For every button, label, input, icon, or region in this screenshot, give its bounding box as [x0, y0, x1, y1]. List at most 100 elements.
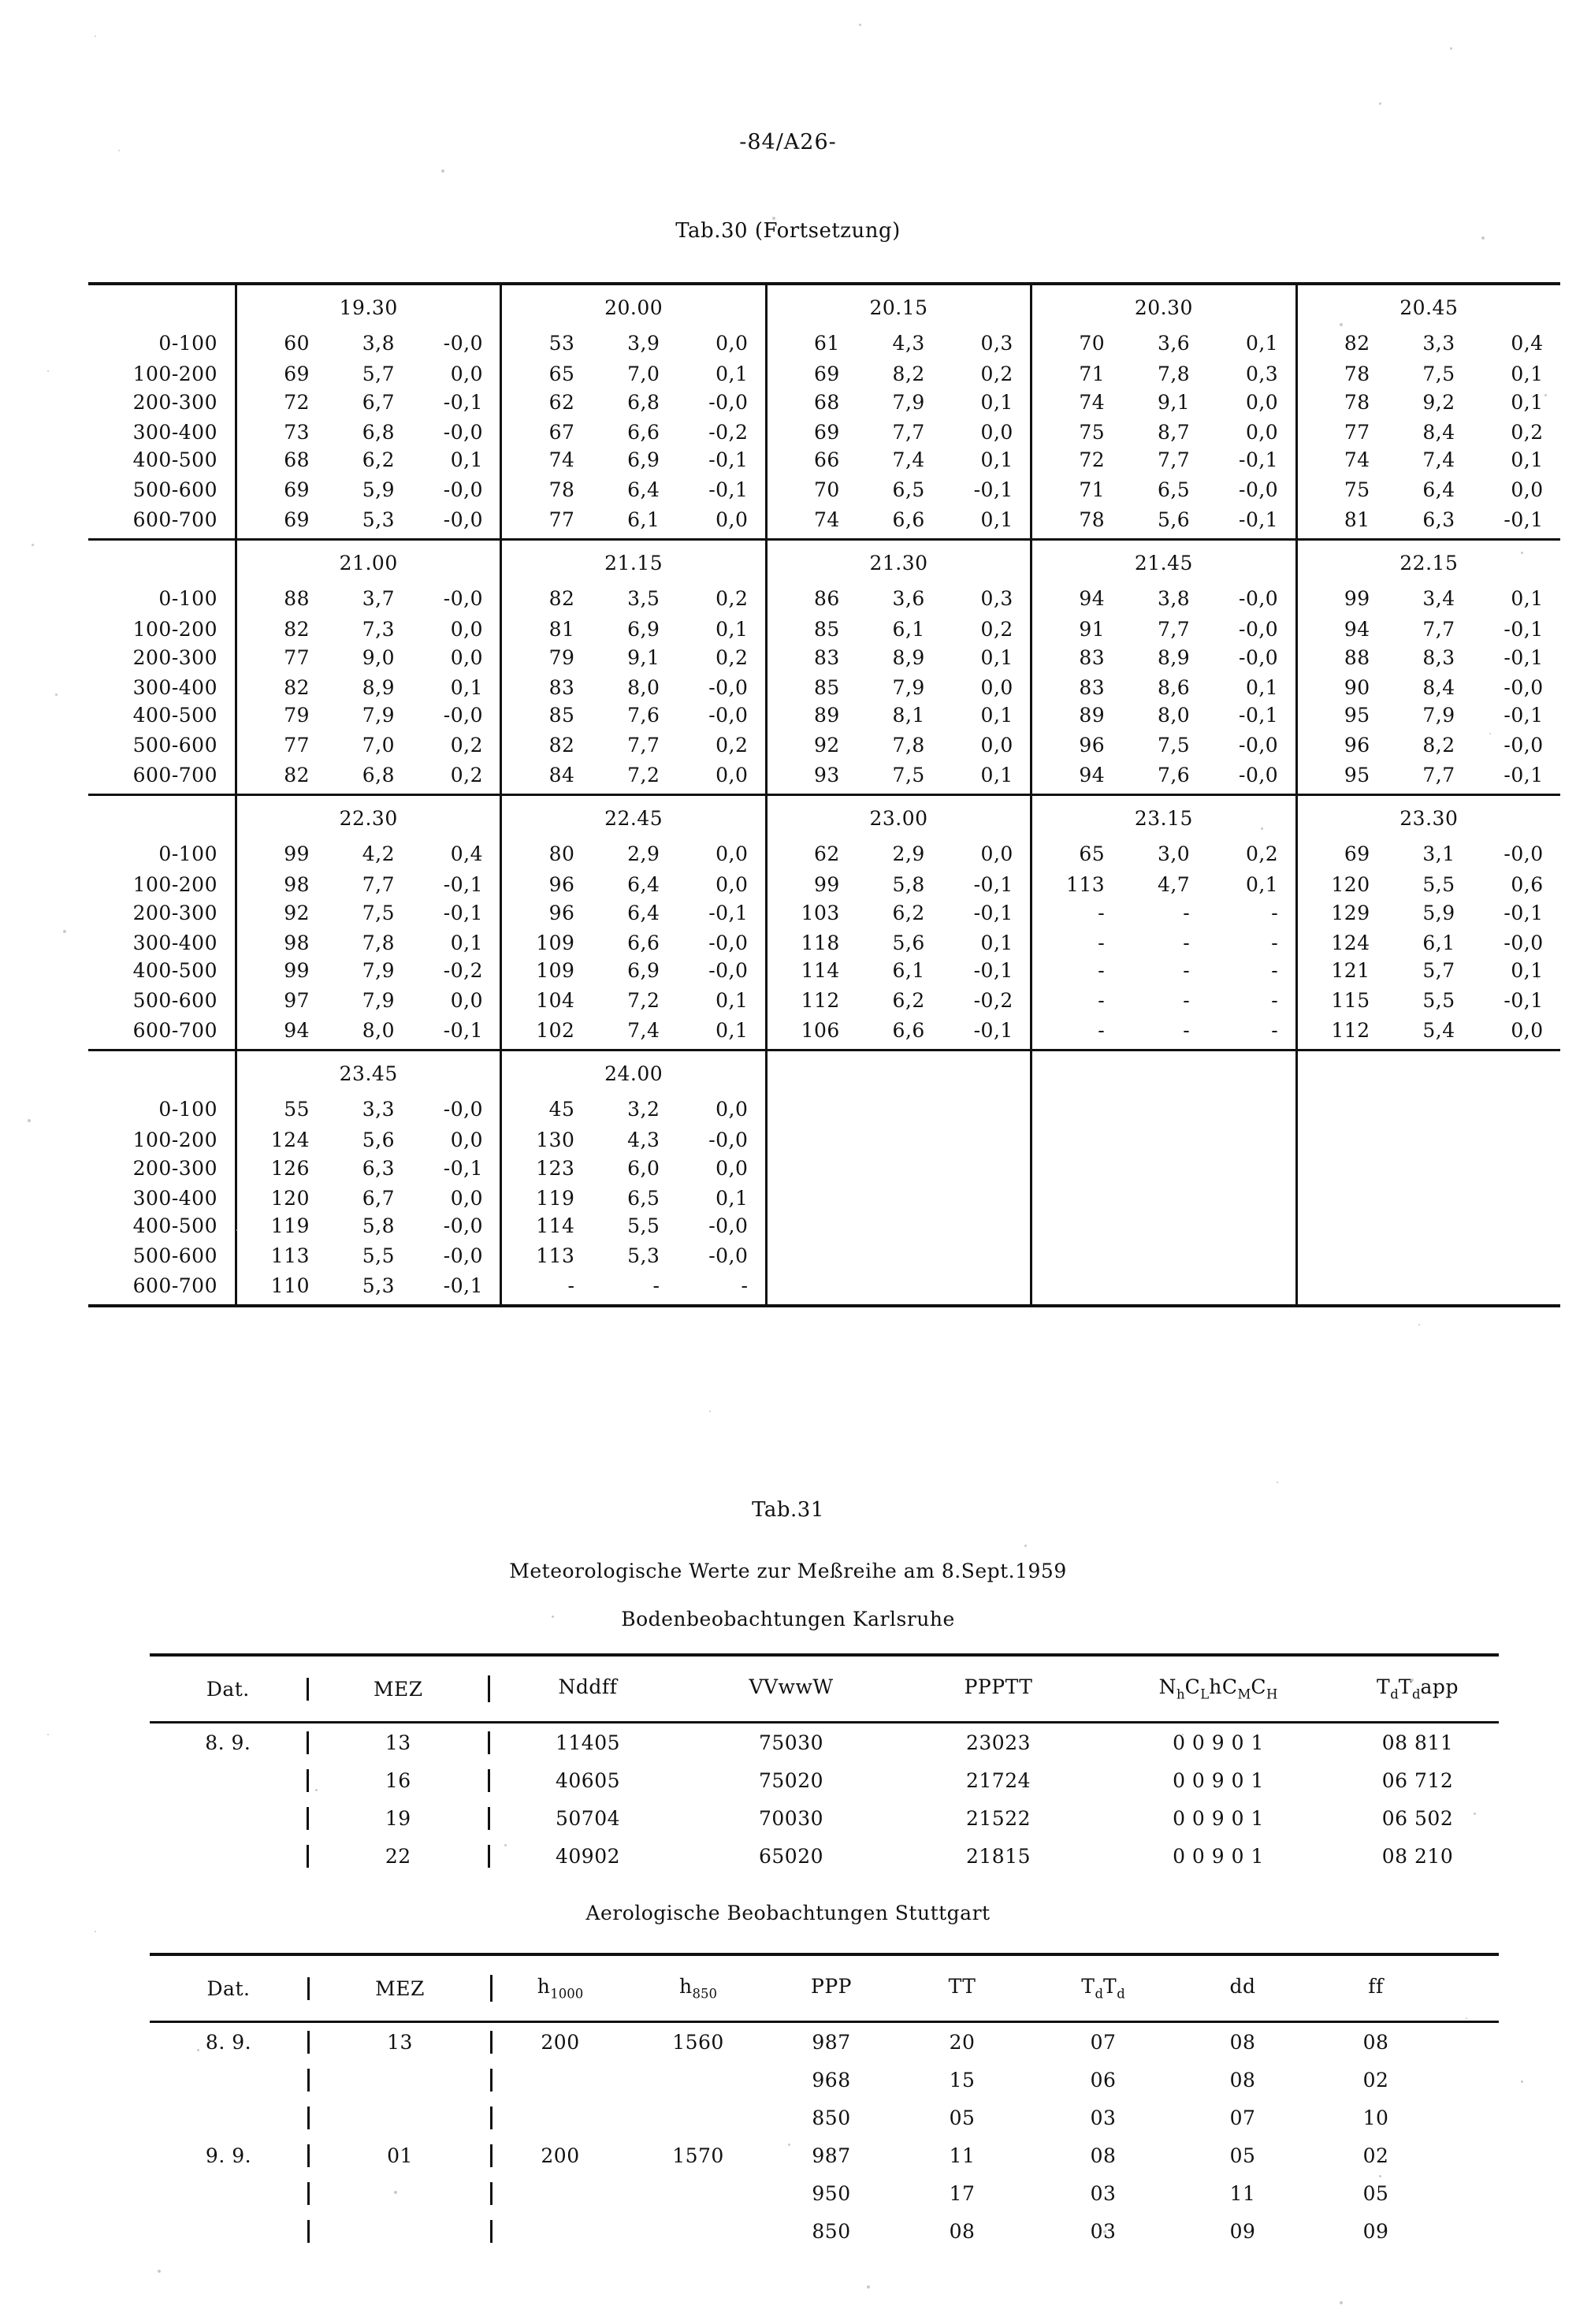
tab30-cell — [1032, 1274, 1105, 1297]
tab30-cell — [1455, 1129, 1544, 1151]
aero-cell-h850 — [628, 2182, 768, 2205]
tab30-cell: 0,2 — [450, 734, 483, 757]
aero-cell-ff: 09 — [1362, 2219, 1389, 2243]
tab30-cell: 78 — [1079, 508, 1106, 531]
tab30-time-header: 20.15 — [869, 296, 928, 319]
aero-cell-group: 850 08 03 09 09 — [490, 2219, 1499, 2243]
tab30-cell: 5,7 — [362, 363, 395, 385]
tab31-subtitle: Meteorologische Werte zur Meßreihe am 8.… — [509, 1560, 1067, 1582]
tab30-cell: 7,5 — [1157, 734, 1191, 757]
tab30-cell: 89 — [814, 704, 840, 727]
tab30-row-label: 200-300 — [132, 902, 217, 924]
boden-cell-tdtd: 06 502 — [1381, 1806, 1454, 1830]
tab30-cell: 96 — [1079, 734, 1106, 757]
tab30-data-row: 72 7,7 -0,1 — [1032, 445, 1295, 474]
tab30-cell: 5,4 — [1422, 1019, 1455, 1042]
tab30-cell: 6,9 — [627, 959, 660, 982]
tab30-cell: - — [1271, 931, 1279, 954]
tab30-cell — [1105, 1244, 1190, 1267]
tab30-data-row: 83 8,6 0,1 — [1032, 673, 1295, 702]
tab30-data-row: 130 4,3 -0,0 — [502, 1125, 764, 1155]
tab30-cell — [1370, 1098, 1455, 1121]
tab30-cell: 0,0 — [980, 734, 1013, 757]
tab30-data-row: 96 6,4 -0,1 — [502, 898, 764, 928]
tab30-row-label: 0-100 — [158, 587, 217, 610]
boden-cell-group: 40605 75020 21724 0 0 9 0 1 06 712 — [488, 1768, 1499, 1792]
scan-speck — [47, 370, 49, 372]
tab30-cell: 8,0 — [1157, 704, 1191, 727]
aero-cell-tt: 17 — [949, 2181, 976, 2205]
tab30-cell — [925, 1129, 1013, 1151]
tab30-cell — [1190, 1098, 1278, 1121]
tab30-cell: -0,1 — [1239, 448, 1279, 471]
tab30-cell: 106 — [801, 1019, 840, 1042]
tab30-cell: 68 — [814, 391, 840, 414]
tab30-cell: 7,9 — [362, 704, 395, 727]
aero-cell-h850: 1560 — [672, 2030, 724, 2054]
tab30-data-row: 71 7,8 0,3 — [1032, 359, 1295, 389]
tab30-cell: 67 — [548, 421, 575, 444]
tab30-data-row: 60 3,8 -0,0 — [237, 329, 500, 358]
aero-cell-tdtd: 03 — [1090, 2181, 1117, 2205]
tab30-cell: 94 — [1079, 587, 1106, 610]
tab30-cell: 92 — [284, 902, 310, 924]
tab30-data-row: 112 5,4 0,0 — [1298, 1016, 1560, 1045]
tab30-time-header — [1298, 1051, 1560, 1095]
tab30-cell: 6,6 — [627, 421, 660, 444]
tab30-cell — [1455, 1187, 1544, 1210]
tab30-cell: 74 — [814, 508, 840, 531]
tab30-cell: 99 — [284, 842, 310, 865]
tab30-cell: 98 — [284, 873, 310, 896]
tab30-cell: 2,9 — [627, 842, 660, 865]
tab30-time-header: 23.45 — [339, 1062, 398, 1085]
tab30-cell: 7,0 — [362, 734, 395, 757]
aero-cell-mez — [307, 2219, 490, 2243]
tab30-cell: 0,0 — [450, 646, 483, 669]
tab30-data-row: 79 9,1 0,2 — [502, 643, 764, 672]
tab30-table: .0-100100-200200-300300-400400-500500-60… — [88, 282, 1560, 1307]
tab30-data-row: 74 6,6 0,1 — [768, 505, 1030, 534]
tab30-cell — [1032, 1244, 1105, 1267]
tab30-cell: 8,0 — [362, 1019, 395, 1042]
tab30-cell: 6,4 — [627, 478, 660, 501]
tab30-cell: 0,0 — [1511, 1019, 1544, 1042]
tab30-data-row: 97 7,9 0,0 — [237, 986, 500, 1015]
aero-cell-group: 968 15 06 08 02 — [490, 2068, 1499, 2092]
tab30-data-row: 95 7,9 -0,1 — [1298, 701, 1560, 730]
tab30-cell: 121 — [1331, 959, 1370, 982]
aero-header-row: Dat. MEZ h1000 h850 PPP TT TdTd dd ff — [150, 1956, 1499, 2021]
tab30-cell: 61 — [814, 332, 840, 355]
aero-cell-tt: 11 — [949, 2144, 976, 2167]
tab30-cell: 129 — [1331, 902, 1370, 924]
tab30-cell: 8,4 — [1422, 421, 1455, 444]
tab30-cell: 102 — [536, 1019, 575, 1042]
aero-cell-h1000 — [492, 2182, 628, 2205]
tab30-data-row: 83 8,9 -0,0 — [1032, 643, 1295, 672]
boden-cell-nddff: 50704 — [555, 1806, 621, 1830]
tab30-cell — [1370, 1274, 1455, 1297]
tab30-cell: - — [1098, 959, 1106, 982]
tab30-cell: 3,5 — [627, 587, 660, 610]
tab30-data-row: 95 7,7 -0,1 — [1298, 760, 1560, 790]
tab30-cell: -0,0 — [1239, 734, 1279, 757]
tab30-data-row: 113 5,5 -0,0 — [237, 1241, 500, 1270]
tab30-data-row — [1298, 1211, 1560, 1240]
tab30-cell: 0,1 — [1245, 676, 1279, 699]
page-number: -84/A26- — [739, 130, 837, 154]
tab30-data-row: 74 7,4 0,1 — [1298, 445, 1560, 474]
tab30-data-row: 98 7,7 -0,1 — [237, 870, 500, 899]
scan-speck — [859, 24, 861, 26]
tab30-cell: 7,7 — [1422, 764, 1455, 786]
boden-cell-dat — [150, 1769, 307, 1792]
tab30-data-row — [768, 1211, 1030, 1240]
tab30-data-row: 98 7,8 0,1 — [237, 928, 500, 957]
tab30-cell — [1370, 1214, 1455, 1237]
tab30-cell: 73 — [284, 421, 310, 444]
tab30-data-row: 77 7,0 0,2 — [237, 731, 500, 760]
tab30-cell: -0,0 — [1504, 842, 1544, 865]
tab30-cell: -0,2 — [443, 959, 483, 982]
tab30-cell: 7,9 — [1422, 704, 1455, 727]
scan-speck — [158, 2270, 161, 2273]
tab30-data-row: 61 4,3 0,3 — [768, 329, 1030, 358]
tab30-cell — [925, 1244, 1013, 1267]
